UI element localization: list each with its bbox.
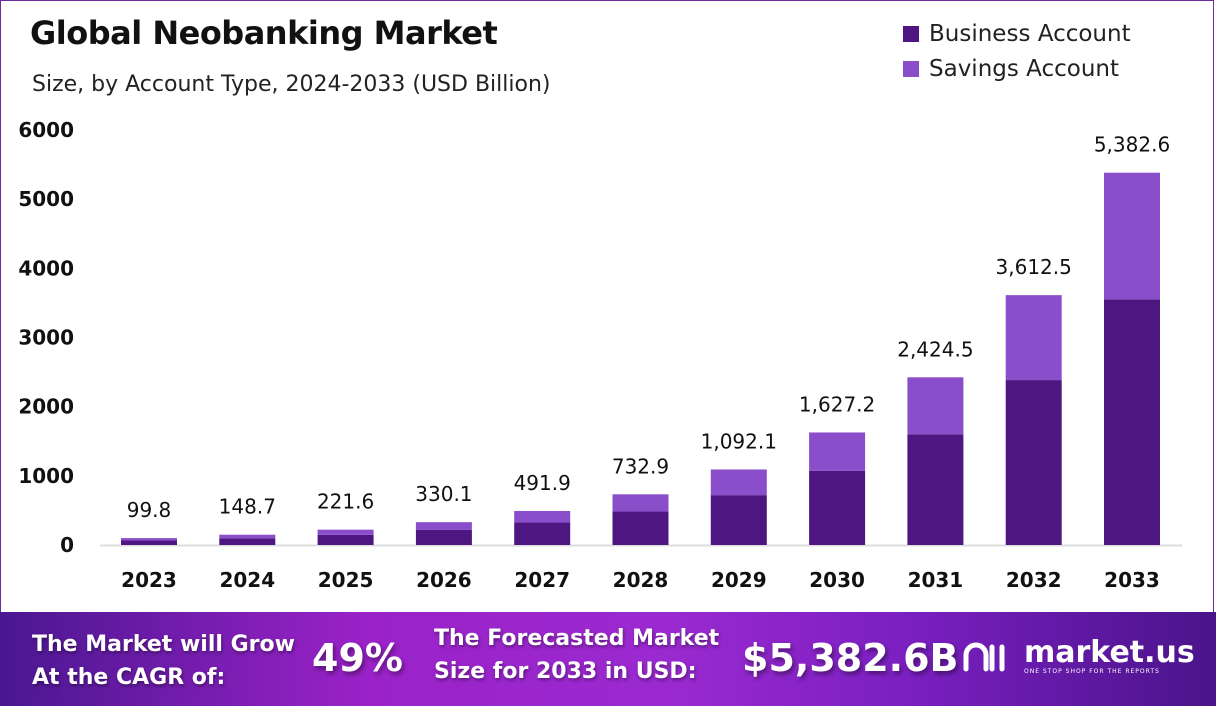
cagr-label: The Market will Grow At the CAGR of: (32, 628, 295, 694)
bar-segment-savings (1104, 172, 1160, 300)
x-tick-label: 2026 (416, 568, 472, 592)
bar-segment-business (907, 434, 964, 545)
chart-subtitle: Size, by Account Type, 2024-2033 (USD Bi… (32, 72, 551, 97)
chart-frame (0, 0, 1214, 612)
x-tick-label: 2027 (514, 568, 570, 592)
bar-segment-business (1104, 299, 1160, 545)
bar-segment-business (317, 534, 374, 545)
legend-item-business: Business Account (903, 16, 1131, 51)
bar-segment-savings (710, 469, 767, 496)
y-tick-label: 2000 (18, 395, 74, 419)
legend-label-savings: Savings Account (929, 55, 1120, 82)
x-tick-label: 2023 (121, 568, 177, 592)
x-tick-label: 2033 (1104, 568, 1160, 592)
bar-segment-business (710, 495, 767, 545)
forecast-label: The Forecasted Market Size for 2033 in U… (434, 622, 719, 688)
x-tick-label: 2031 (908, 568, 964, 592)
legend: Business Account Savings Account (903, 16, 1131, 86)
bar-segment-savings (612, 494, 669, 512)
bar-segment-savings (121, 538, 177, 541)
data-label: 3,612.5 (996, 255, 1072, 279)
bar-segment-business (1005, 380, 1062, 545)
legend-swatch-savings (903, 60, 919, 77)
marketus-logo: market.us ONE STOP SHOP FOR THE REPORTS (962, 638, 1195, 675)
data-label: 491.9 (514, 471, 571, 495)
data-label: 330.1 (415, 482, 472, 506)
legend-label-business: Business Account (929, 20, 1131, 47)
x-tick-label: 2029 (711, 568, 767, 592)
footer-banner: The Market will Grow At the CAGR of: 49%… (0, 612, 1216, 706)
bar-segment-savings (907, 377, 964, 435)
x-tick-label: 2028 (613, 568, 669, 592)
cagr-label-line2: At the CAGR of: (32, 665, 226, 690)
data-label: 148.7 (219, 495, 276, 519)
bar-segment-business (809, 470, 866, 545)
bar-segment-business (415, 529, 472, 545)
legend-item-savings: Savings Account (903, 51, 1131, 86)
logo-tagline: ONE STOP SHOP FOR THE REPORTS (1024, 668, 1160, 675)
y-tick-label: 4000 (18, 256, 74, 280)
y-tick-label: 5000 (18, 187, 74, 211)
x-tick-label: 2025 (318, 568, 374, 592)
bar-segment-savings (317, 529, 374, 535)
forecast-label-line2: Size for 2033 in USD: (434, 659, 697, 684)
data-label: 99.8 (127, 498, 172, 522)
bar-segment-business (514, 522, 571, 545)
x-tick-label: 2032 (1006, 568, 1062, 592)
data-label: 5,382.6 (1094, 133, 1170, 157)
data-label: 2,424.5 (897, 337, 973, 361)
data-label: 1,092.1 (701, 429, 777, 453)
x-tick-label: 2024 (219, 568, 275, 592)
y-tick-label: 1000 (18, 464, 74, 488)
bar-segment-business (219, 538, 276, 545)
bar-chart: 0 1000 2000 3000 4000 5000 6000 99.8 2023 148.7 20… (18, 118, 1182, 592)
legend-swatch-business (903, 25, 919, 42)
bar-segment-savings (809, 432, 866, 471)
bar-segment-savings (1005, 295, 1062, 381)
y-tick-label: 6000 (18, 118, 74, 142)
cagr-label-line1: The Market will Grow (32, 632, 295, 657)
bar-segment-business (612, 511, 669, 545)
data-label: 221.6 (317, 490, 374, 514)
bar-segment-savings (514, 510, 571, 523)
data-label: 1,627.2 (799, 392, 875, 416)
bar-segment-savings (219, 534, 276, 539)
x-tick-label: 2030 (809, 568, 865, 592)
y-tick-label: 3000 (18, 326, 74, 350)
logo-mark-icon (963, 642, 1005, 671)
y-tick-label: 0 (60, 533, 74, 557)
chart-title: Global Neobanking Market (30, 14, 498, 52)
data-label: 732.9 (612, 454, 669, 478)
cagr-value: 49% (312, 636, 403, 680)
bar-segment-savings (415, 522, 472, 530)
bar-segment-business (121, 540, 177, 545)
forecast-value: $5,382.6B (742, 636, 959, 680)
logo-name: market.us (1024, 635, 1195, 670)
forecast-label-line1: The Forecasted Market (434, 626, 720, 651)
